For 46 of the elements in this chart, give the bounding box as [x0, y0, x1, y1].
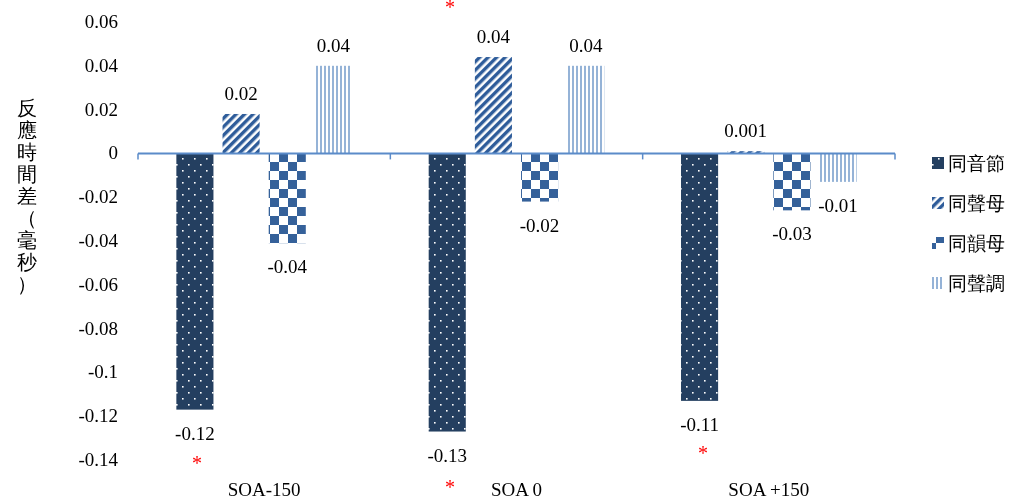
data-label: 0.04 — [569, 34, 603, 56]
bar — [773, 153, 811, 211]
bar — [819, 153, 857, 182]
y-tick-label: -0.08 — [78, 317, 118, 339]
bar — [521, 153, 559, 202]
legend-label: 同音節 — [948, 153, 1005, 174]
y-tick-label: 0 — [108, 142, 118, 164]
x-tick-label: SOA-150 — [227, 479, 301, 500]
text: 反應時間差（毫秒） — [17, 97, 37, 295]
data-label: -0.12 — [175, 422, 215, 444]
bar — [681, 153, 719, 401]
y-tick-label: 0.06 — [84, 11, 118, 32]
y-tick-label: -0.04 — [78, 230, 119, 251]
data-label: 0.02 — [224, 82, 258, 104]
bar — [314, 65, 352, 154]
bar — [222, 113, 260, 154]
legend-label: 同聲調 — [948, 273, 1005, 294]
annotation: * — [698, 442, 708, 464]
data-label: -0.04 — [267, 256, 308, 278]
legend-label: 同聲母 — [948, 193, 1005, 214]
legend-label: 同韻母 — [948, 233, 1005, 254]
data-label: -0.13 — [427, 444, 468, 466]
annotation: * — [445, 476, 455, 498]
bar — [474, 57, 512, 154]
data-label: 0.04 — [476, 26, 511, 48]
annotation: * — [192, 452, 202, 474]
y-tick-label: -0.02 — [78, 186, 118, 208]
x-tick-label: SOA +150 — [728, 479, 810, 500]
annotation: * — [445, 0, 455, 18]
bar — [176, 153, 214, 410]
y-tick-label: -0.06 — [78, 273, 118, 295]
y-tick-label: -0.1 — [87, 361, 118, 383]
bar — [567, 65, 605, 154]
data-label: -0.03 — [772, 223, 812, 245]
y-tick-label: 0.02 — [84, 98, 118, 120]
y-tick-label: -0.14 — [78, 449, 119, 470]
bar — [268, 153, 306, 244]
data-label: 0.04 — [316, 34, 351, 56]
x-tick-label: SOA 0 — [490, 479, 543, 500]
bar — [428, 153, 466, 432]
y-tick-label: -0.12 — [78, 405, 118, 427]
data-label: -0.01 — [818, 194, 858, 216]
data-label: -0.11 — [680, 413, 720, 435]
data-label: -0.02 — [519, 214, 560, 236]
data-label: 0.001 — [724, 120, 768, 142]
y-tick-label: 0.04 — [84, 54, 119, 76]
